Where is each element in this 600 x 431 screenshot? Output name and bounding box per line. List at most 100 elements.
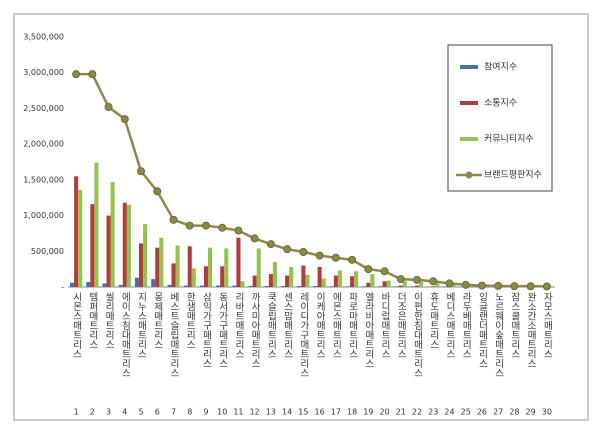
bar: [102, 283, 106, 287]
category-label: 베디스매트리스: [444, 292, 455, 359]
category-label: 센스맘매트리스: [282, 292, 293, 359]
rank-label: 1: [74, 408, 79, 417]
bar: [216, 286, 220, 287]
category-label: 이편한침대매트리스: [412, 292, 423, 378]
category-label: 라두베매트리스: [460, 292, 471, 359]
rank-label: 16: [315, 408, 325, 417]
rank-label: 26: [477, 408, 487, 417]
category-label: 바디럽매트리스: [379, 292, 390, 359]
bar: [204, 266, 208, 287]
bar: [387, 281, 391, 287]
bar: [362, 286, 366, 287]
category-label: 레이디가구매트리스: [298, 292, 309, 378]
category-label: 완소간소매트리스: [525, 292, 536, 368]
line-marker: [251, 235, 258, 242]
line-marker: [462, 281, 469, 288]
bar: [78, 190, 82, 287]
rank-label: 7: [171, 408, 176, 417]
category-label: 파로마매트리스: [347, 292, 358, 359]
legend-swatch: [466, 172, 473, 179]
bar: [159, 238, 163, 287]
line-marker: [316, 252, 323, 259]
bar: [127, 205, 131, 287]
line-marker: [446, 280, 453, 287]
rank-label: 15: [298, 408, 308, 417]
rank-label: 5: [139, 408, 144, 417]
category-label: 까사미아매트리스: [249, 292, 260, 368]
y-tick-label: 500,000: [31, 247, 64, 256]
category-label: 이케아매트리스: [314, 292, 325, 359]
bar: [135, 278, 139, 287]
y-tick-label: 1,500,000: [23, 175, 64, 184]
bar: [143, 224, 147, 287]
line-marker: [105, 104, 112, 111]
rank-label: 13: [266, 408, 276, 417]
bar: [431, 286, 435, 287]
line-marker: [235, 227, 242, 234]
bar: [151, 279, 155, 287]
bar: [378, 286, 382, 287]
rank-label: 28: [509, 408, 519, 417]
line-marker: [219, 224, 226, 231]
rank-label: 24: [444, 408, 454, 417]
bar: [265, 286, 269, 287]
category-label: 휴도매트리스: [428, 292, 439, 349]
bar: [269, 274, 273, 287]
bar: [383, 281, 387, 287]
bar: [330, 286, 334, 287]
rank-label: 2: [90, 408, 95, 417]
category-label: 엘라비아매트리스: [363, 292, 374, 368]
line-marker: [478, 282, 485, 289]
line-marker: [202, 222, 209, 229]
line-marker: [430, 278, 437, 285]
legend-swatch: [460, 137, 478, 141]
bar: [301, 266, 305, 287]
bar: [289, 267, 293, 287]
line-marker: [121, 116, 128, 123]
bar: [399, 286, 403, 287]
line-marker: [154, 188, 161, 195]
category-label: 잠스쿨매트리스: [509, 292, 520, 359]
category-label: 시몬스매트리스: [71, 292, 82, 359]
category-label: 쿡슬립매트리스: [265, 292, 276, 359]
line-marker: [300, 249, 307, 256]
bar: [123, 203, 127, 287]
bar: [192, 268, 196, 287]
bar: [334, 276, 338, 287]
y-tick-label: 2,000,000: [23, 140, 64, 149]
category-label: 동서가구매트리스: [217, 292, 228, 368]
line-marker: [138, 168, 145, 175]
line-marker: [89, 71, 96, 78]
category-label: 템퍼매트리스: [87, 291, 98, 349]
bar: [297, 286, 301, 287]
bar: [139, 243, 143, 287]
bar: [281, 286, 285, 287]
rank-label: 17: [331, 408, 341, 417]
category-label: 에이스침대매트리스: [119, 292, 130, 378]
line-marker: [495, 282, 502, 289]
bar: [119, 285, 123, 287]
rank-label: 9: [203, 408, 208, 417]
bar: [94, 163, 98, 287]
bar: [314, 286, 318, 287]
bar: [350, 276, 354, 287]
rank-label: 27: [493, 408, 503, 417]
bar: [208, 248, 212, 287]
category-label: 한샘매트리스: [184, 292, 195, 349]
rank-label: 23: [428, 408, 438, 417]
line-marker: [414, 276, 421, 283]
category-label: 리바트매트리스: [233, 292, 244, 359]
category-label: 에몬스매트리스: [330, 292, 341, 359]
bar: [107, 216, 111, 287]
line-marker: [527, 283, 534, 290]
bar: [232, 286, 236, 287]
bar: [370, 274, 374, 287]
y-tick-label: 1,000,000: [23, 211, 64, 220]
category-label: 자모스매트리스: [541, 292, 552, 359]
rank-label: 29: [526, 408, 536, 417]
bar: [224, 248, 228, 287]
y-tick-label: 3,000,000: [23, 68, 64, 77]
line-marker: [284, 246, 291, 253]
bar: [366, 283, 370, 287]
